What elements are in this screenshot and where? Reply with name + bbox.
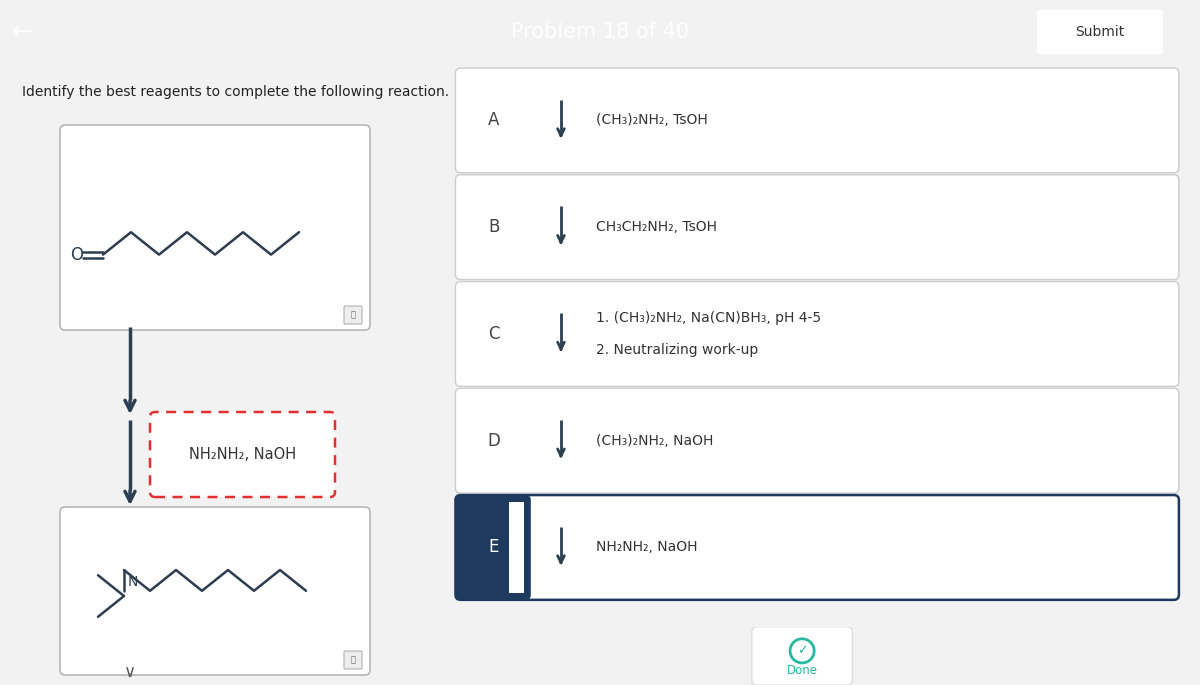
FancyBboxPatch shape bbox=[456, 282, 1178, 386]
Text: Problem 18 of 40: Problem 18 of 40 bbox=[511, 22, 689, 42]
FancyBboxPatch shape bbox=[150, 412, 335, 497]
Text: CH₃CH₂NH₂, TsOH: CH₃CH₂NH₂, TsOH bbox=[596, 220, 718, 234]
Text: (CH₃)₂NH₂, TsOH: (CH₃)₂NH₂, TsOH bbox=[596, 114, 708, 127]
Text: D: D bbox=[487, 432, 500, 449]
Text: B: B bbox=[488, 218, 499, 236]
Text: Identify the best reagents to complete the following reaction.: Identify the best reagents to complete t… bbox=[22, 85, 449, 99]
FancyBboxPatch shape bbox=[1037, 10, 1163, 54]
Text: 2. Neutralizing work-up: 2. Neutralizing work-up bbox=[596, 343, 758, 357]
FancyBboxPatch shape bbox=[456, 68, 1178, 173]
Text: NH₂NH₂, NaOH: NH₂NH₂, NaOH bbox=[596, 540, 697, 554]
Text: 1. (CH₃)₂NH₂, Na(CN)BH₃, pH 4-5: 1. (CH₃)₂NH₂, Na(CN)BH₃, pH 4-5 bbox=[596, 311, 821, 325]
Text: Submit: Submit bbox=[1075, 25, 1124, 39]
Text: C: C bbox=[488, 325, 499, 343]
Text: N: N bbox=[128, 575, 138, 589]
Text: (CH₃)₂NH₂, NaOH: (CH₃)₂NH₂, NaOH bbox=[596, 434, 714, 448]
Text: 🔍: 🔍 bbox=[350, 310, 355, 319]
Text: Done: Done bbox=[787, 664, 817, 677]
FancyBboxPatch shape bbox=[509, 502, 523, 593]
FancyBboxPatch shape bbox=[60, 507, 370, 675]
Text: NH₂NH₂, NaOH: NH₂NH₂, NaOH bbox=[188, 447, 296, 462]
FancyBboxPatch shape bbox=[344, 306, 362, 324]
FancyBboxPatch shape bbox=[344, 651, 362, 669]
Text: E: E bbox=[488, 538, 499, 556]
FancyBboxPatch shape bbox=[456, 495, 530, 600]
Text: 🔍: 🔍 bbox=[350, 656, 355, 664]
Text: ←: ← bbox=[12, 20, 32, 44]
FancyBboxPatch shape bbox=[456, 495, 1178, 600]
FancyBboxPatch shape bbox=[456, 175, 1178, 279]
FancyBboxPatch shape bbox=[752, 627, 852, 685]
Text: ∨: ∨ bbox=[124, 663, 136, 681]
Text: O: O bbox=[71, 246, 84, 264]
FancyBboxPatch shape bbox=[456, 388, 1178, 493]
FancyBboxPatch shape bbox=[60, 125, 370, 330]
Text: A: A bbox=[488, 112, 499, 129]
Text: ✓: ✓ bbox=[797, 645, 808, 658]
